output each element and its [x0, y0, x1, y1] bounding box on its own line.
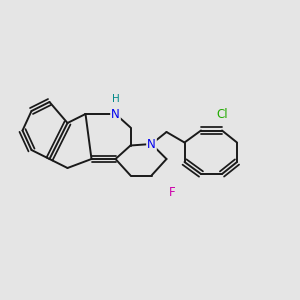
Text: H: H [112, 94, 119, 104]
Text: N: N [111, 107, 120, 121]
Text: Cl: Cl [216, 107, 228, 121]
Text: N: N [147, 137, 156, 151]
Text: F: F [169, 185, 176, 199]
